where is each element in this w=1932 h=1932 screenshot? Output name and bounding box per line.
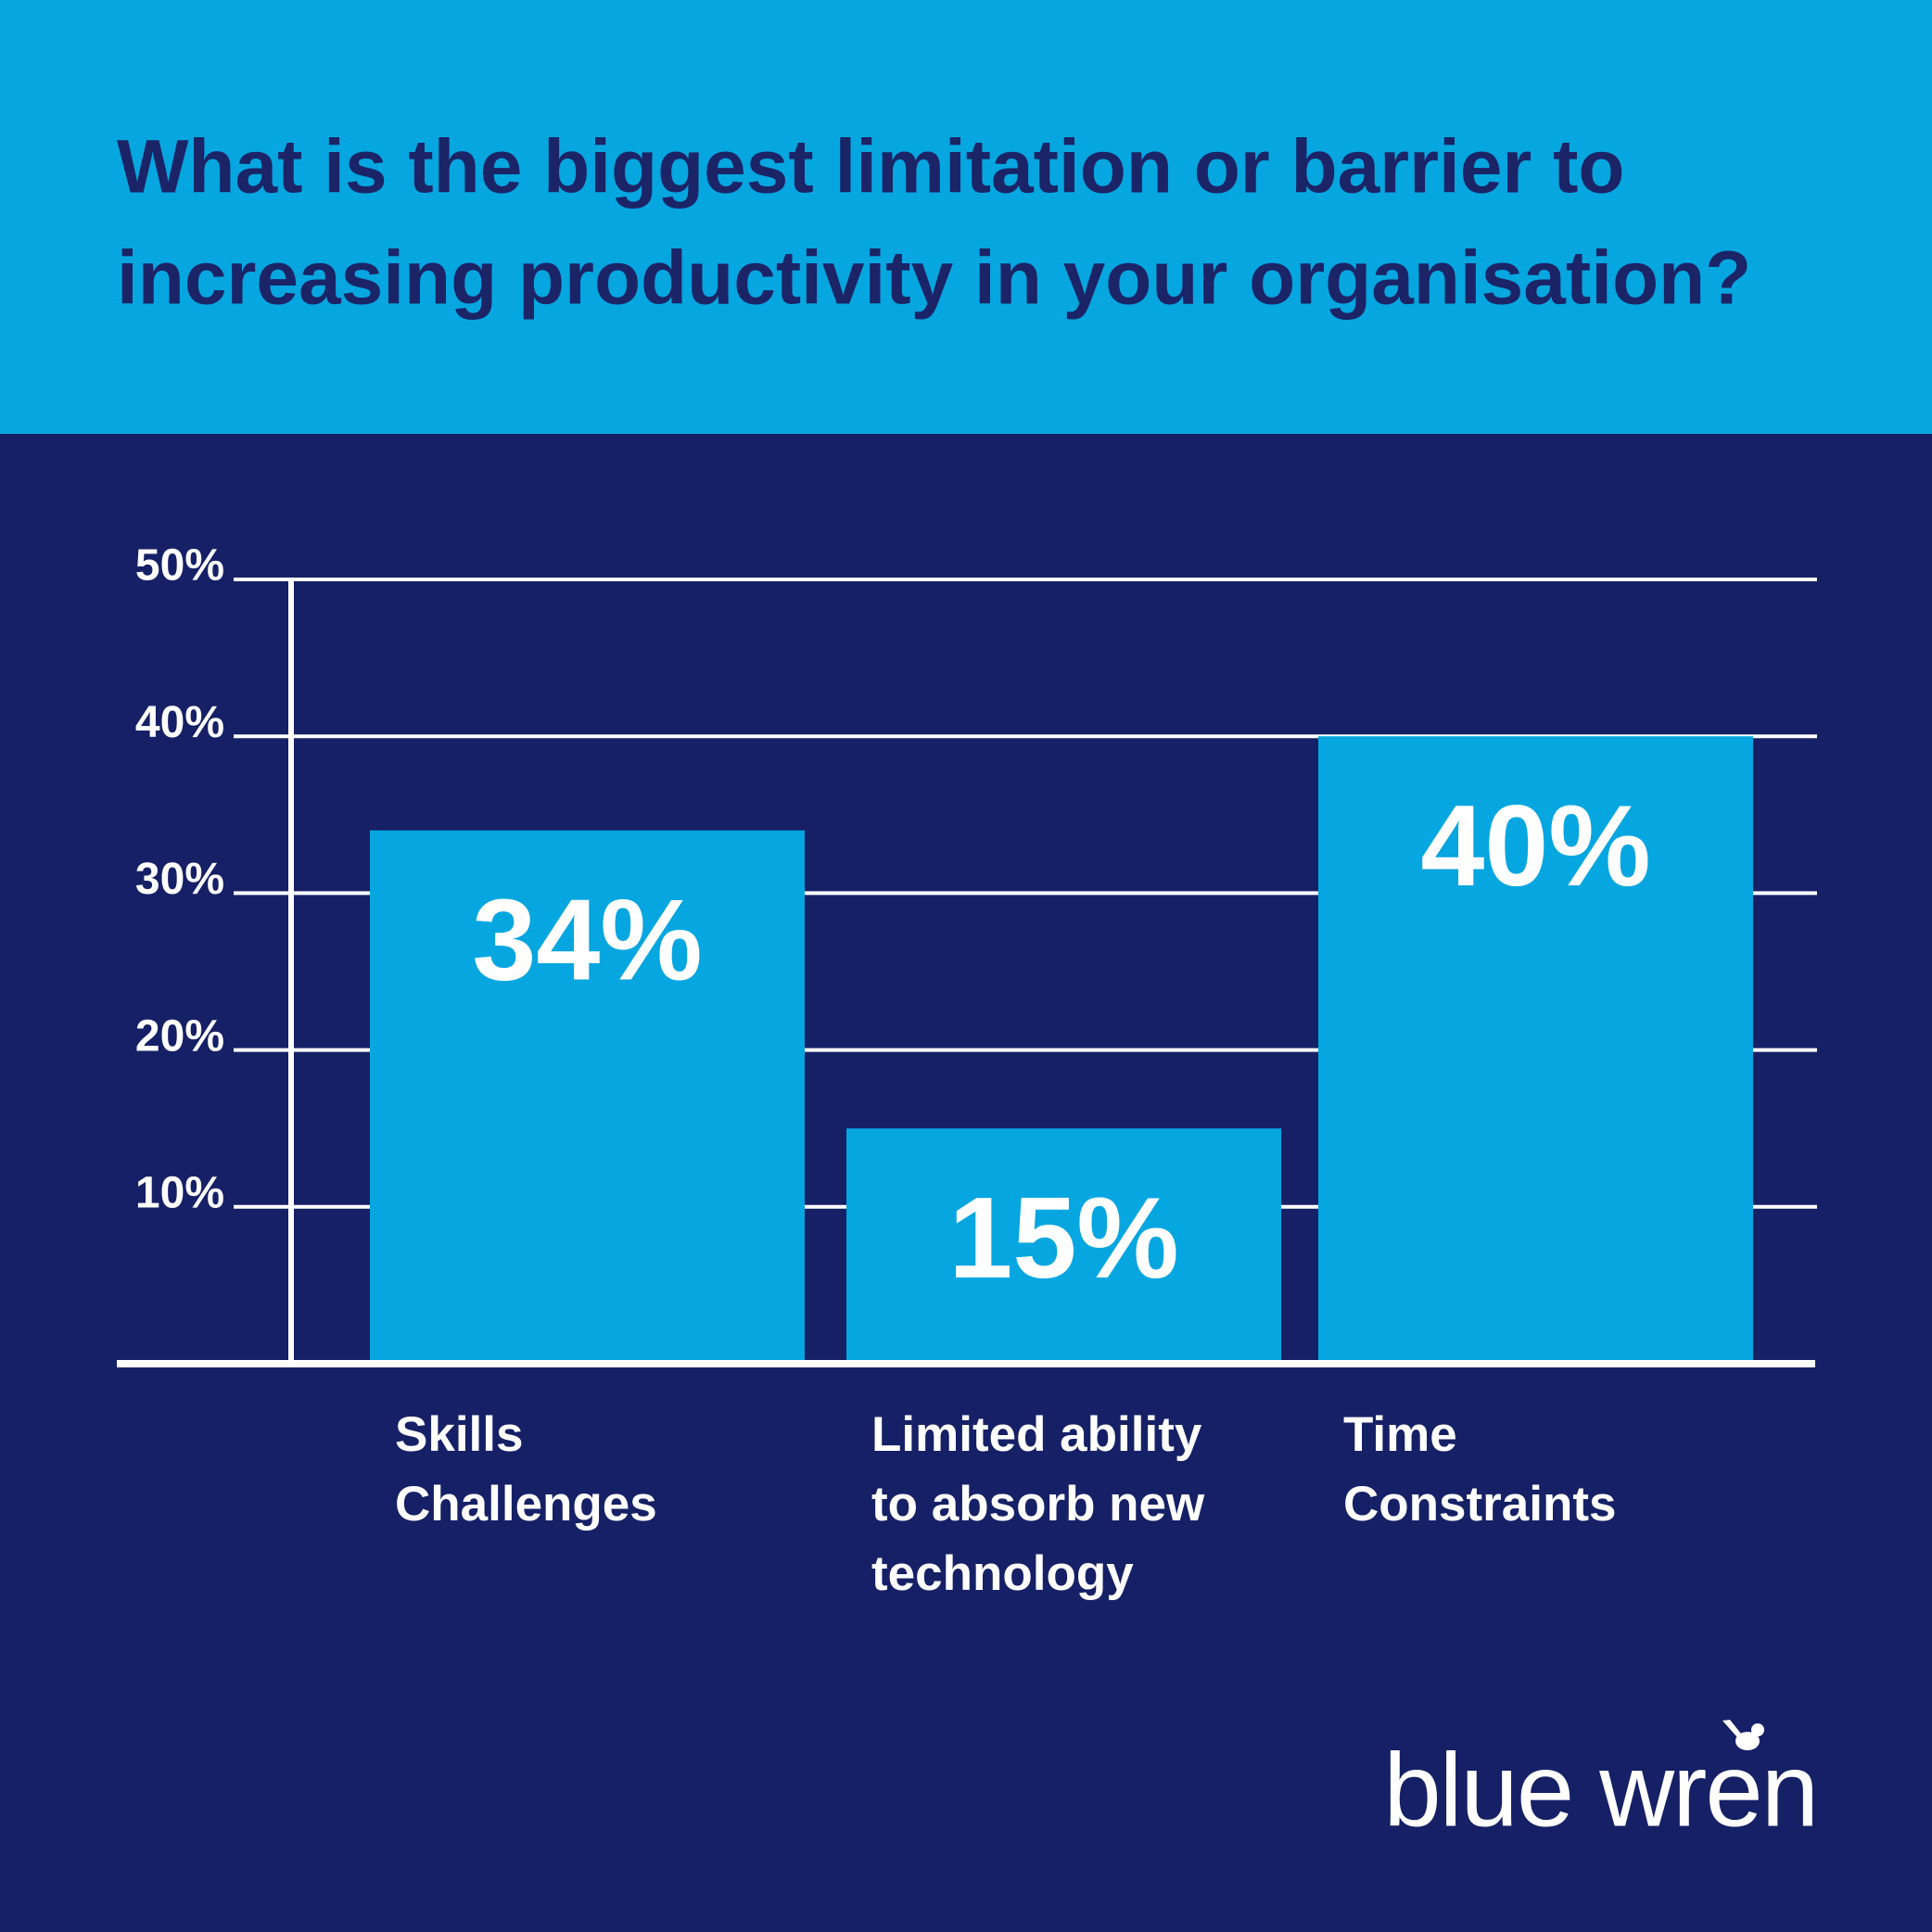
x-tick-label: Constraints [1343,1477,1616,1532]
x-tick-label: Skills [395,1407,523,1462]
x-tick-label: technology [871,1546,1134,1601]
y-tick-label: 40% [135,698,224,747]
logo: blue wren [1383,1733,1817,1849]
y-tick-label: 20% [135,1011,224,1061]
chart-title: increasing productivity in your organisa… [117,236,1751,321]
plot-area: 10% 20% 30% 40% 50% 34% Skills Challenges 15% Lim… [117,541,1817,1601]
x-tick-label: Limited ability [871,1407,1202,1462]
header-band [0,0,1932,434]
y-tick-label: 50% [135,541,224,591]
x-tick-label: Time [1343,1407,1457,1462]
value-label: 15% [948,1175,1178,1303]
bar [370,830,805,1364]
bar [1318,736,1753,1364]
logo-bird [1722,1720,1764,1750]
y-tick-label: 30% [135,855,224,904]
x-tick-label: Challenges [395,1477,657,1532]
bar [846,1128,1281,1364]
value-label: 40% [1420,782,1650,910]
chart-title: What is the biggest limitation or barrie… [117,125,1624,210]
value-label: 34% [472,876,702,1004]
y-tick-label: 10% [135,1168,224,1217]
x-tick-label: to absorb new [871,1477,1205,1532]
